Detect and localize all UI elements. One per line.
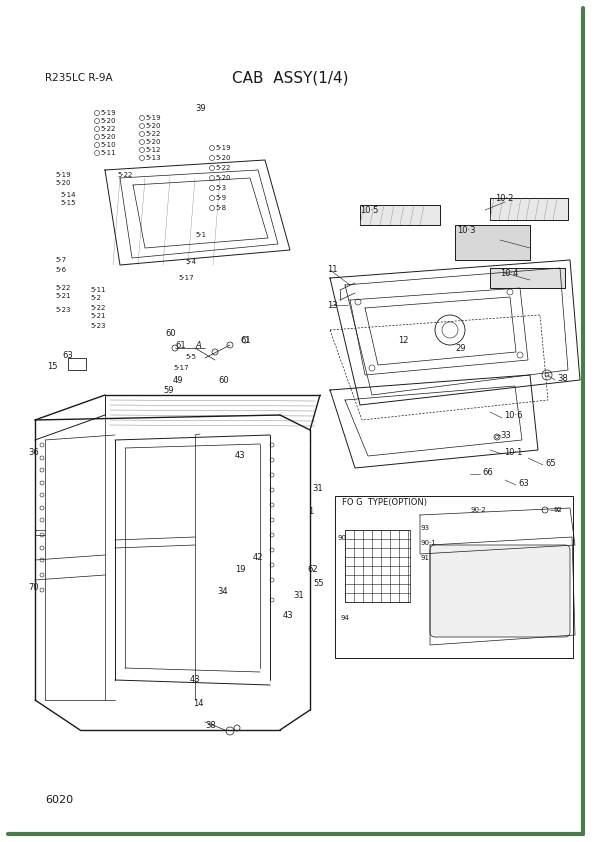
Text: 38: 38 <box>557 374 568 382</box>
Text: 5·20: 5·20 <box>145 123 161 129</box>
Text: 36: 36 <box>28 447 39 456</box>
Text: 15: 15 <box>47 361 58 370</box>
Text: 10·5: 10·5 <box>360 205 378 215</box>
FancyBboxPatch shape <box>455 225 530 260</box>
Text: 12: 12 <box>398 335 409 344</box>
Text: 33: 33 <box>500 430 511 440</box>
Text: 59: 59 <box>163 386 174 395</box>
Text: 5·22: 5·22 <box>215 165 230 171</box>
Text: 61: 61 <box>240 335 250 344</box>
Text: 31: 31 <box>312 483 322 493</box>
Text: 14: 14 <box>193 699 203 707</box>
Text: 5·20: 5·20 <box>145 139 161 145</box>
Text: 6020: 6020 <box>45 795 73 805</box>
Text: 10·6: 10·6 <box>504 411 522 419</box>
Text: 5·22: 5·22 <box>117 172 132 178</box>
FancyBboxPatch shape <box>490 198 568 220</box>
FancyBboxPatch shape <box>490 268 565 288</box>
Text: 5·22: 5·22 <box>100 126 115 132</box>
Text: 5·19: 5·19 <box>215 145 231 151</box>
Text: 19: 19 <box>235 566 246 574</box>
Text: 5·15: 5·15 <box>60 200 76 206</box>
Bar <box>335 496 573 658</box>
Text: 66: 66 <box>482 467 493 477</box>
Text: 34: 34 <box>217 588 228 596</box>
Text: 5·19: 5·19 <box>100 110 115 116</box>
Text: A: A <box>195 340 201 349</box>
Text: 93: 93 <box>420 525 429 531</box>
Text: 10·1: 10·1 <box>504 447 522 456</box>
Text: 38: 38 <box>205 722 216 731</box>
Text: 39: 39 <box>195 104 206 113</box>
Text: 5·13: 5·13 <box>145 155 161 161</box>
Text: 60: 60 <box>165 328 176 338</box>
Text: R235LC R-9A: R235LC R-9A <box>45 73 112 83</box>
Text: 90·1: 90·1 <box>420 540 436 546</box>
Text: 5·1: 5·1 <box>195 232 206 238</box>
Text: 5·4: 5·4 <box>185 259 196 265</box>
Text: 13: 13 <box>327 301 337 310</box>
Text: 5·17: 5·17 <box>173 365 189 371</box>
Text: 5·20: 5·20 <box>100 118 115 124</box>
Text: 63: 63 <box>62 350 73 360</box>
Text: 90: 90 <box>337 535 346 541</box>
Text: 60: 60 <box>218 376 228 385</box>
Text: 5·21: 5·21 <box>90 313 105 319</box>
Text: 90·2: 90·2 <box>470 507 486 513</box>
Text: 55: 55 <box>313 579 324 589</box>
Text: 61: 61 <box>175 340 186 349</box>
Text: 5·7: 5·7 <box>55 257 66 263</box>
Text: 5·22: 5·22 <box>145 131 161 137</box>
Text: 1: 1 <box>308 508 313 516</box>
Text: 5·20: 5·20 <box>215 175 230 181</box>
Text: 31: 31 <box>293 591 303 600</box>
Text: 5·3: 5·3 <box>215 185 226 191</box>
FancyBboxPatch shape <box>430 545 570 637</box>
Text: 5·23: 5·23 <box>55 307 70 313</box>
Text: 5·22: 5·22 <box>90 305 105 311</box>
Bar <box>345 530 410 602</box>
Text: 5·20: 5·20 <box>100 134 115 140</box>
Text: 5·11: 5·11 <box>100 150 115 156</box>
Text: 5·8: 5·8 <box>215 205 226 211</box>
Text: 5·22: 5·22 <box>55 285 70 291</box>
Text: 5·11: 5·11 <box>90 287 106 293</box>
Text: 5·6: 5·6 <box>55 267 66 273</box>
Text: 65: 65 <box>545 459 556 467</box>
Text: 10·4: 10·4 <box>500 269 518 278</box>
Text: 5·20: 5·20 <box>215 155 230 161</box>
Text: 42: 42 <box>253 553 264 562</box>
Text: 5·12: 5·12 <box>145 147 161 153</box>
Text: 49: 49 <box>173 376 183 385</box>
Text: 10·3: 10·3 <box>457 226 475 235</box>
Text: 91: 91 <box>420 555 429 561</box>
Text: 5·19: 5·19 <box>55 172 71 178</box>
Text: 5·10: 5·10 <box>100 142 115 148</box>
Text: 10·2: 10·2 <box>495 194 513 202</box>
Text: 5·2: 5·2 <box>90 295 101 301</box>
Text: 11: 11 <box>327 265 337 274</box>
Text: 5·14: 5·14 <box>60 192 76 198</box>
Text: 5·5: 5·5 <box>185 354 196 360</box>
Text: 5·20: 5·20 <box>55 180 70 186</box>
Text: 43: 43 <box>190 675 201 685</box>
Text: 62: 62 <box>307 566 318 574</box>
Text: 43: 43 <box>283 611 293 621</box>
Text: 5·17: 5·17 <box>178 275 193 281</box>
Text: CAB  ASSY(1/4): CAB ASSY(1/4) <box>231 71 348 86</box>
Text: 92: 92 <box>554 507 563 513</box>
Text: 5·23: 5·23 <box>90 323 105 329</box>
Text: 63: 63 <box>518 478 529 488</box>
FancyBboxPatch shape <box>360 205 440 225</box>
Text: 94: 94 <box>340 615 349 621</box>
Text: 43: 43 <box>235 450 246 460</box>
Text: 70: 70 <box>28 583 39 591</box>
Text: 5·19: 5·19 <box>145 115 161 121</box>
Text: 29: 29 <box>455 344 465 353</box>
Text: 5·9: 5·9 <box>215 195 226 201</box>
Text: FO G  TYPE(OPTION): FO G TYPE(OPTION) <box>342 498 427 507</box>
Text: 5·21: 5·21 <box>55 293 70 299</box>
